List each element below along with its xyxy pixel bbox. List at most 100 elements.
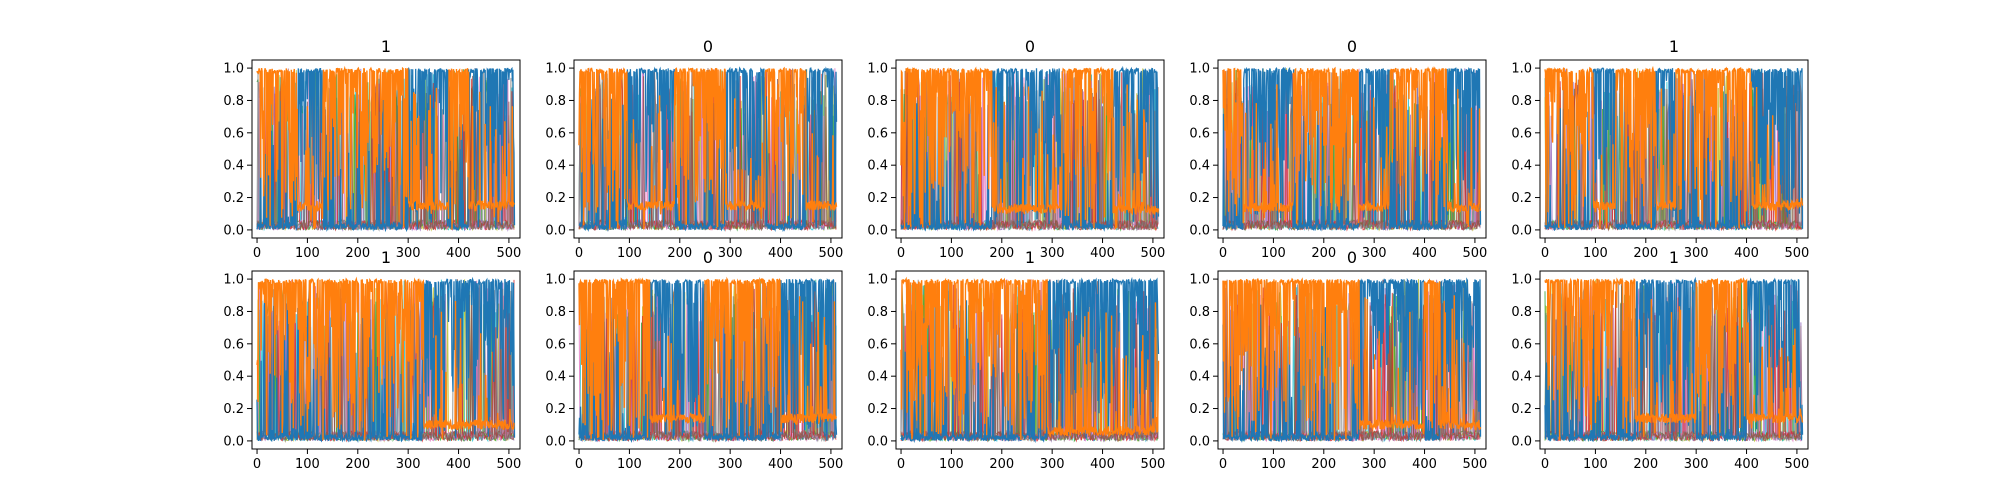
subplot-6: 0 100 200 300 400 500 0.0 0.2 0.4 0.6 0.8 1.0 1 bbox=[223, 248, 521, 472]
series-orange bbox=[256, 276, 515, 441]
series-orange bbox=[578, 276, 838, 441]
x-tick-label: 300 bbox=[1040, 457, 1065, 472]
y-tick-label: 0.6 bbox=[223, 126, 244, 141]
plot-area bbox=[1222, 277, 1482, 443]
subplot-title: 0 bbox=[1347, 248, 1357, 267]
series-orange bbox=[900, 66, 1160, 230]
axes-frame bbox=[1217, 59, 1487, 239]
x-tick-label: 300 bbox=[396, 246, 421, 261]
x-tick-label: 0 bbox=[1219, 246, 1227, 261]
x-tick-label: 300 bbox=[1684, 246, 1709, 261]
x-tick-label: 400 bbox=[446, 457, 471, 472]
series-blue bbox=[256, 66, 516, 233]
series-blue bbox=[578, 66, 838, 233]
x-tick-label: 400 bbox=[1090, 246, 1115, 261]
y-tick-label: 0.4 bbox=[223, 370, 244, 385]
series-orange bbox=[578, 66, 838, 230]
x-tick-label: 200 bbox=[989, 457, 1014, 472]
x-tick-label: 200 bbox=[667, 457, 692, 472]
x-tick-label: 100 bbox=[295, 246, 320, 261]
y-tick-label: 0.8 bbox=[1511, 305, 1532, 320]
x-tick-label: 100 bbox=[617, 246, 642, 261]
x-tick-label: 0 bbox=[897, 246, 905, 261]
x-tick-label: 0 bbox=[575, 457, 583, 472]
y-tick-label: 1.0 bbox=[545, 62, 566, 77]
axes-frame bbox=[1539, 59, 1809, 239]
y-tick-label: 1.0 bbox=[1189, 62, 1210, 77]
subplot-title: 0 bbox=[703, 37, 713, 56]
y-tick-label: 0.2 bbox=[1189, 191, 1210, 206]
subplot-5: 0 100 200 300 400 500 0.0 0.2 0.4 0.6 0.8 1.0 1 bbox=[1511, 37, 1809, 261]
y-tick-label: 0.6 bbox=[1189, 126, 1210, 141]
x-tick-label: 0 bbox=[897, 457, 905, 472]
x-tick-label: 500 bbox=[1785, 457, 1810, 472]
y-tick-label: 0.8 bbox=[1511, 94, 1532, 109]
y-tick-label: 1.0 bbox=[867, 273, 888, 288]
series-orange bbox=[900, 276, 1160, 441]
y-tick-label: 0.0 bbox=[223, 223, 244, 238]
subplot-title: 1 bbox=[1669, 248, 1679, 267]
x-tick-label: 500 bbox=[1463, 246, 1488, 261]
x-tick-label: 400 bbox=[768, 457, 793, 472]
y-tick-label: 0.0 bbox=[867, 434, 888, 449]
x-tick-label: 0 bbox=[575, 246, 583, 261]
series-orange bbox=[1222, 277, 1482, 441]
x-tick-label: 200 bbox=[1633, 246, 1658, 261]
axes-frame bbox=[895, 59, 1165, 239]
y-tick-label: 0.2 bbox=[1511, 402, 1532, 417]
y-tick-label: 0.0 bbox=[1189, 434, 1210, 449]
y-tick-label: 0.2 bbox=[867, 402, 888, 417]
series-blue bbox=[1544, 276, 1804, 443]
y-tick-label: 0.8 bbox=[545, 305, 566, 320]
y-tick-label: 0.8 bbox=[867, 305, 888, 320]
subplot-9: 0 100 200 300 400 500 0.0 0.2 0.4 0.6 0.8 1.0 0 bbox=[1189, 248, 1487, 472]
y-tick-label: 0.4 bbox=[867, 159, 888, 174]
plot-area bbox=[256, 276, 516, 443]
y-tick-label: 0.0 bbox=[223, 434, 244, 449]
x-tick-label: 100 bbox=[617, 457, 642, 472]
y-tick-label: 0.6 bbox=[1511, 126, 1532, 141]
x-tick-label: 0 bbox=[1219, 457, 1227, 472]
y-tick-label: 1.0 bbox=[1511, 273, 1532, 288]
y-tick-label: 0.4 bbox=[545, 159, 566, 174]
subplot-8: 0 100 200 300 400 500 0.0 0.2 0.4 0.6 0.8 1.0 1 bbox=[867, 248, 1165, 472]
x-tick-label: 300 bbox=[718, 457, 743, 472]
y-tick-label: 0.0 bbox=[545, 223, 566, 238]
subplot-title: 1 bbox=[1669, 37, 1679, 56]
axes-frame bbox=[1217, 270, 1487, 450]
x-tick-label: 400 bbox=[1090, 457, 1115, 472]
y-tick-label: 0.8 bbox=[867, 94, 888, 109]
x-tick-label: 200 bbox=[989, 246, 1014, 261]
y-tick-label: 0.2 bbox=[545, 191, 566, 206]
plot-area bbox=[1222, 66, 1482, 232]
subplot-7: 0 100 200 300 400 500 0.0 0.2 0.4 0.6 0.8 1.0 0 bbox=[545, 248, 843, 472]
x-tick-label: 500 bbox=[497, 246, 522, 261]
x-tick-label: 500 bbox=[1785, 246, 1810, 261]
y-tick-label: 0.0 bbox=[1189, 223, 1210, 238]
series-orange bbox=[1222, 66, 1482, 227]
y-tick-label: 0.6 bbox=[545, 126, 566, 141]
x-tick-label: 400 bbox=[768, 246, 793, 261]
y-tick-label: 0.2 bbox=[867, 191, 888, 206]
x-tick-label: 0 bbox=[1541, 246, 1549, 261]
x-tick-label: 300 bbox=[1362, 246, 1387, 261]
plot-area bbox=[1544, 276, 1804, 443]
y-tick-label: 1.0 bbox=[223, 273, 244, 288]
x-tick-label: 200 bbox=[1311, 457, 1336, 472]
plot-area bbox=[900, 65, 1160, 232]
subplot-3: 0 100 200 300 400 500 0.0 0.2 0.4 0.6 0.8 1.0 0 bbox=[867, 37, 1165, 261]
y-tick-label: 0.4 bbox=[1189, 370, 1210, 385]
x-tick-label: 400 bbox=[1734, 246, 1759, 261]
x-tick-label: 200 bbox=[1311, 246, 1336, 261]
series-blue bbox=[1222, 277, 1482, 443]
y-tick-label: 1.0 bbox=[223, 62, 244, 77]
x-tick-label: 0 bbox=[253, 457, 261, 472]
series-blue bbox=[578, 277, 838, 443]
x-tick-label: 100 bbox=[295, 457, 320, 472]
y-tick-label: 0.6 bbox=[1511, 337, 1532, 352]
y-tick-label: 0.0 bbox=[1511, 434, 1532, 449]
y-tick-label: 0.8 bbox=[223, 305, 244, 320]
x-tick-label: 200 bbox=[1633, 457, 1658, 472]
y-tick-label: 0.4 bbox=[1511, 370, 1532, 385]
